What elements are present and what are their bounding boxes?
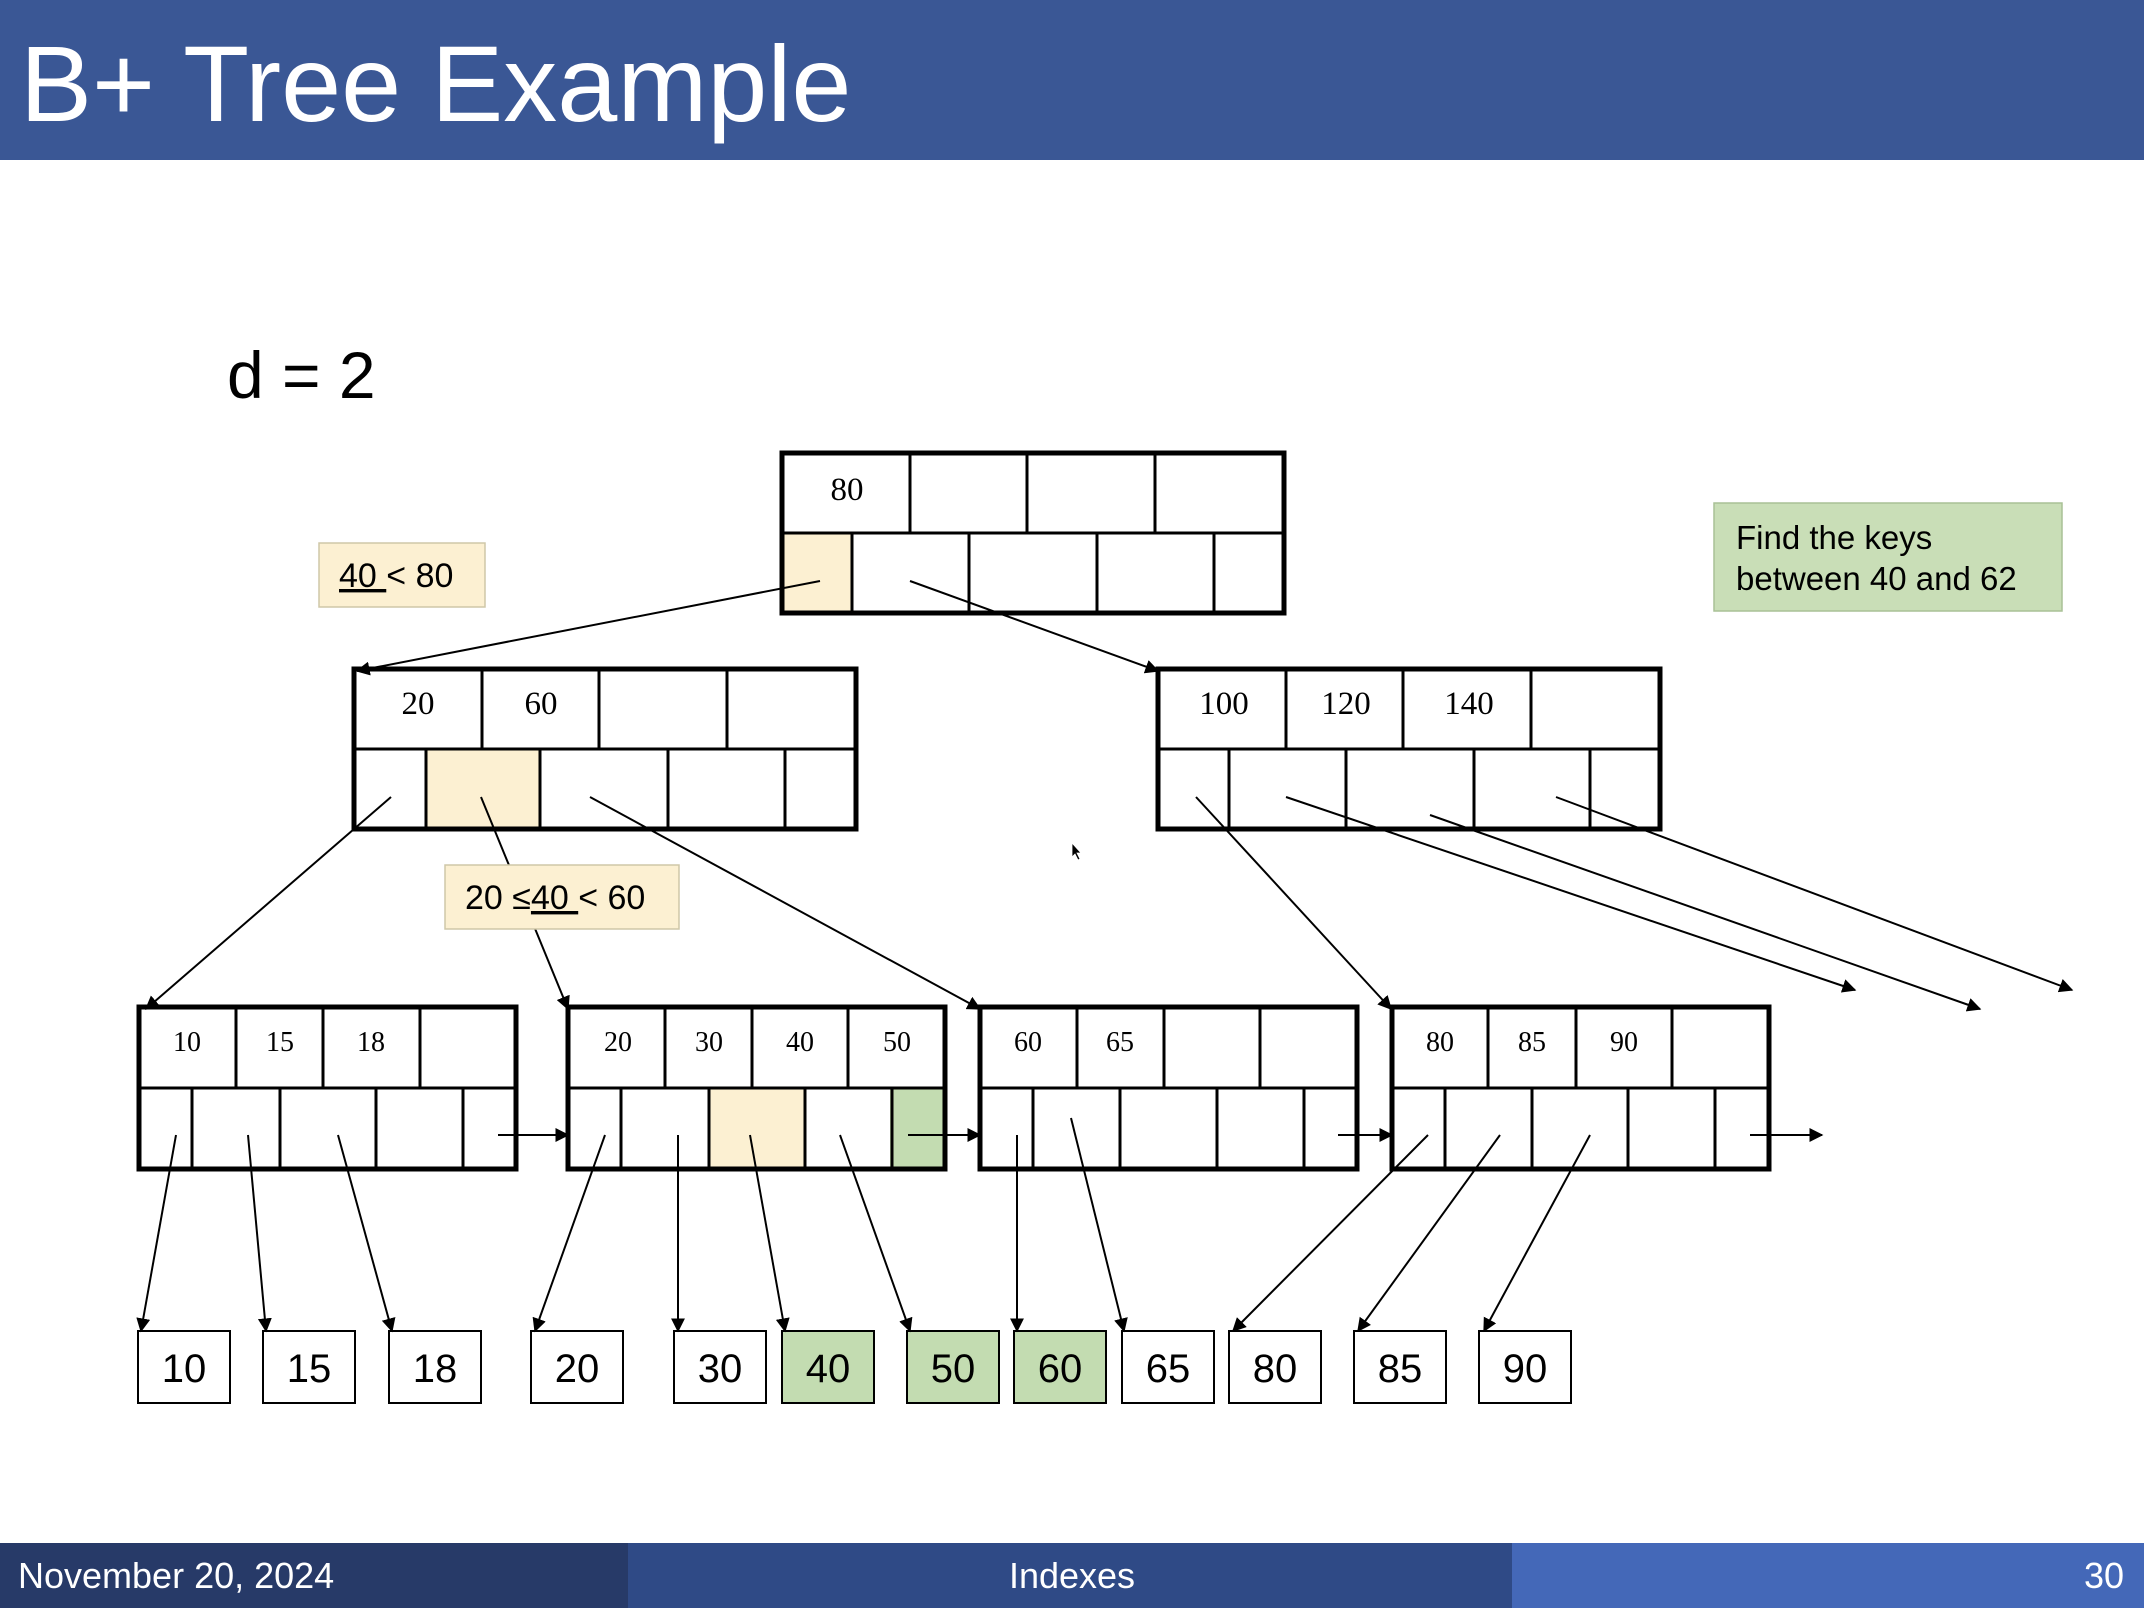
slide-title: B+ Tree Example [20, 23, 852, 144]
record-value: 80 [1253, 1347, 1298, 1391]
record-box [1478, 1330, 1572, 1404]
annotation-value: 40 [339, 557, 386, 595]
records-row: 10 15 18 20 30 40 50 60 65 80 85 90 [137, 1330, 1572, 1404]
internal-right-key: 120 [1321, 686, 1371, 722]
root-node: 80 [779, 450, 1287, 616]
record-box [673, 1330, 767, 1404]
record-value: 90 [1503, 1347, 1548, 1391]
internal-node-left: 20 60 [351, 666, 859, 832]
order-label: d = 2 [227, 338, 376, 412]
leaf-2-pointer-highlight [709, 1088, 805, 1169]
root-pointer-highlight [782, 533, 852, 613]
query-note: Find the keys between 40 and 62 [1713, 502, 2063, 612]
leaf-2-key: 20 [604, 1027, 632, 1058]
record-value: 20 [555, 1347, 600, 1391]
mouse-cursor-icon [1071, 841, 1082, 861]
annotation-text: < 60 [578, 879, 645, 917]
root-compare-annotation: 40 < 80 [318, 542, 486, 608]
annotation-text: 20 ≤ [465, 879, 531, 917]
record-box [137, 1330, 231, 1404]
internal-left-pointer-highlight [426, 749, 540, 829]
internal-left-key: 20 [402, 686, 435, 722]
record-box-result [906, 1330, 1000, 1404]
record-value: 85 [1378, 1347, 1423, 1391]
leaf-4-key: 80 [1426, 1027, 1454, 1058]
title-bar: B+ Tree Example [0, 0, 2144, 160]
svg-text:40 < 80: 40 < 80 [339, 557, 453, 595]
internal-node-right: 100 120 140 [1155, 666, 1663, 832]
record-value: 65 [1146, 1347, 1191, 1391]
internal-left-key: 60 [525, 686, 558, 722]
svg-text:20 ≤40 < 60: 20 ≤40 < 60 [465, 879, 645, 917]
annotation-text: < 80 [386, 557, 453, 595]
leaf-3-key: 60 [1014, 1027, 1042, 1058]
record-box [1121, 1330, 1215, 1404]
record-box [388, 1330, 482, 1404]
leaf-node-1: 10 15 18 [136, 1004, 519, 1172]
record-value: 60 [1038, 1347, 1083, 1391]
leaf-2-key: 40 [786, 1027, 814, 1058]
record-box-result [781, 1330, 875, 1404]
leaf-2-key: 50 [883, 1027, 911, 1058]
leaf-node-3: 60 65 [977, 1004, 1360, 1172]
record-box [530, 1330, 624, 1404]
root-key: 80 [831, 472, 864, 508]
record-value: 30 [698, 1347, 743, 1391]
record-box [1228, 1330, 1322, 1404]
annotation-value: 40 [531, 879, 578, 917]
query-note-line: between 40 and 62 [1736, 560, 2017, 597]
record-value: 18 [413, 1347, 458, 1391]
record-box-result [1013, 1330, 1107, 1404]
leaf-2-next-highlight [890, 1088, 944, 1169]
leaf-1-key: 15 [266, 1027, 294, 1058]
footer-date: November 20, 2024 [18, 1555, 335, 1596]
leaf-2-key: 30 [695, 1027, 723, 1058]
leaf-4-key: 90 [1610, 1027, 1638, 1058]
record-value: 50 [931, 1347, 976, 1391]
record-value: 40 [806, 1347, 851, 1391]
leaf-3-key: 65 [1106, 1027, 1134, 1058]
record-value: 15 [287, 1347, 332, 1391]
record-value: 10 [162, 1347, 207, 1391]
leaf-node-4: 80 85 90 [1389, 1004, 1772, 1172]
internal-right-key: 140 [1444, 686, 1494, 722]
slide-footer: November 20, 2024 Indexes 30 [0, 1543, 2144, 1608]
internal-right-key: 100 [1199, 686, 1249, 722]
tree-arrows [136, 580, 2074, 1333]
leaf-node-2: 20 30 40 50 [565, 1004, 948, 1172]
leaf-1-key: 10 [173, 1027, 201, 1058]
record-box [262, 1330, 356, 1404]
query-note-line: Find the keys [1736, 519, 1932, 556]
leaf-1-key: 18 [357, 1027, 385, 1058]
record-box [1353, 1330, 1447, 1404]
leaf-4-key: 85 [1518, 1027, 1546, 1058]
footer-topic: Indexes [1008, 1555, 1136, 1596]
footer-page-number: 30 [2083, 1555, 2124, 1596]
inner-compare-annotation: 20 ≤40 < 60 [444, 864, 680, 930]
